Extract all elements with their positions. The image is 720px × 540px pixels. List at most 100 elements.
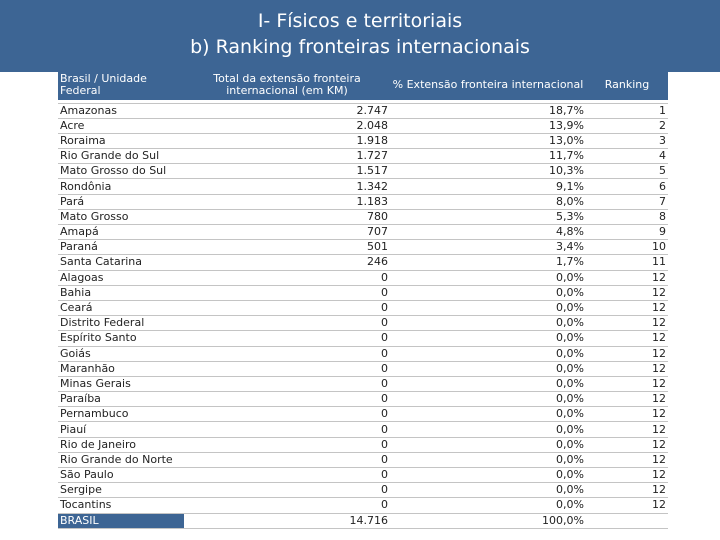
table-row: Rondônia 1.342 9,1% 6 — [58, 178, 668, 195]
cell-name: Rondônia — [58, 178, 184, 195]
table-row: Minas Gerais 0 0,0% 12 — [58, 376, 668, 393]
cell-name: Maranhão — [58, 361, 184, 377]
cell-km: 1.517 — [184, 163, 390, 180]
page-title: I- Físicos e territoriais — [257, 10, 463, 32]
cell-pct: 0,0% — [390, 330, 586, 347]
cell-name: Espírito Santo — [58, 330, 184, 347]
table-row: Alagoas 0 0,0% 12 — [58, 270, 668, 286]
cell-km: 707 — [184, 224, 390, 241]
cell-rank: 12 — [586, 452, 668, 469]
table-row: Sergipe 0 0,0% 12 — [58, 482, 668, 499]
cell-rank: 5 — [586, 163, 668, 180]
cell-rank: 12 — [586, 376, 668, 393]
cell-km: 0 — [184, 452, 390, 469]
table-row: Pará 1.183 8,0% 7 — [58, 194, 668, 210]
cell-name: Sergipe — [58, 482, 184, 499]
table-row: Espírito Santo 0 0,0% 12 — [58, 330, 668, 347]
cell-name: Amapá — [58, 224, 184, 241]
column-header-km: Total da extensão fronteira internaciona… — [184, 70, 390, 100]
cell-pct: 9,1% — [390, 178, 586, 195]
cell-km: 0 — [184, 421, 390, 438]
cell-pct: 0,0% — [390, 376, 586, 393]
cell-pct: 0,0% — [390, 285, 586, 301]
table-row: Tocantins 0 0,0% 12 — [58, 497, 668, 514]
cell-name: Alagoas — [58, 270, 184, 286]
cell-km: 1.342 — [184, 178, 390, 195]
cell-rank: 12 — [586, 391, 668, 408]
cell-rank: 12 — [586, 330, 668, 347]
table-row: Maranhão 0 0,0% 12 — [58, 361, 668, 377]
cell-km: 0 — [184, 330, 390, 347]
cell-pct: 13,0% — [390, 133, 586, 150]
cell-km: 0 — [184, 437, 390, 453]
cell-pct: 3,4% — [390, 239, 586, 256]
table-row: Bahia 0 0,0% 12 — [58, 285, 668, 301]
cell-km: 0 — [184, 346, 390, 362]
table-row: Roraima 1.918 13,0% 3 — [58, 133, 668, 150]
cell-km: 0 — [184, 376, 390, 393]
table-body: Amazonas 2.747 18,7% 1 Acre 2.048 13,9% 2 Roraim… — [58, 100, 668, 529]
cell-pct: 8,0% — [390, 194, 586, 210]
table-row: Rio Grande do Sul 1.727 11,7% 4 — [58, 148, 668, 165]
total-row: BRASIL 14.716 100,0% — [58, 513, 668, 529]
table-row: Amazonas 2.747 18,7% 1 — [58, 103, 668, 119]
cell-km: 0 — [184, 391, 390, 408]
cell-name: Piauí — [58, 421, 184, 438]
cell-rank: 4 — [586, 148, 668, 165]
cell-km: 1.918 — [184, 133, 390, 150]
cell-pct: 1,7% — [390, 254, 586, 271]
cell-pct: 0,0% — [390, 467, 586, 484]
cell-pct: 0,0% — [390, 452, 586, 469]
cell-km: 0 — [184, 482, 390, 499]
cell-pct: 0,0% — [390, 270, 586, 286]
cell-name: Santa Catarina — [58, 254, 184, 271]
cell-name: Rio de Janeiro — [58, 437, 184, 453]
cell-name: Rio Grande do Norte — [58, 452, 184, 469]
cell-rank: 1 — [586, 103, 668, 119]
cell-name: Paraná — [58, 239, 184, 256]
cell-rank: 12 — [586, 361, 668, 377]
cell-rank: 9 — [586, 224, 668, 241]
cell-km: 0 — [184, 406, 390, 423]
cell-pct: 0,0% — [390, 497, 586, 514]
column-header-rank: Ranking — [586, 70, 668, 100]
cell-name: Mato Grosso — [58, 209, 184, 226]
cell-rank: 12 — [586, 467, 668, 484]
table-row: Acre 2.048 13,9% 2 — [58, 118, 668, 134]
cell-name: Pernambuco — [58, 406, 184, 423]
cell-pct: 10,3% — [390, 163, 586, 180]
cell-name: Roraima — [58, 133, 184, 150]
cell-pct: 0,0% — [390, 482, 586, 499]
total-cell-km: 14.716 — [184, 513, 390, 529]
table-row: Amapá 707 4,8% 9 — [58, 224, 668, 241]
cell-name: Bahia — [58, 285, 184, 301]
cell-pct: 13,9% — [390, 118, 586, 134]
total-cell-pct: 100,0% — [390, 513, 586, 529]
table-row: Santa Catarina 246 1,7% 11 — [58, 254, 668, 271]
cell-km: 1.183 — [184, 194, 390, 210]
cell-name: Tocantins — [58, 497, 184, 514]
cell-rank: 12 — [586, 482, 668, 499]
cell-km: 0 — [184, 361, 390, 377]
cell-rank: 11 — [586, 254, 668, 271]
cell-pct: 0,0% — [390, 437, 586, 453]
cell-pct: 4,8% — [390, 224, 586, 241]
table-row: Goiás 0 0,0% 12 — [58, 346, 668, 362]
cell-rank: 12 — [586, 346, 668, 362]
cell-km: 0 — [184, 285, 390, 301]
cell-km: 0 — [184, 467, 390, 484]
page-subtitle: b) Ranking fronteiras internacionais — [190, 36, 530, 58]
cell-rank: 10 — [586, 239, 668, 256]
cell-rank: 7 — [586, 194, 668, 210]
column-header-name: Brasil / Unidade Federal — [58, 70, 184, 100]
cell-pct: 11,7% — [390, 148, 586, 165]
cell-rank: 12 — [586, 437, 668, 453]
cell-rank: 12 — [586, 270, 668, 286]
cell-km: 0 — [184, 315, 390, 332]
cell-name: Acre — [58, 118, 184, 134]
total-cell-rank — [586, 513, 668, 529]
cell-km: 2.048 — [184, 118, 390, 134]
cell-rank: 12 — [586, 300, 668, 317]
table-row: Rio Grande do Norte 0 0,0% 12 — [58, 452, 668, 469]
table-row: Rio de Janeiro 0 0,0% 12 — [58, 437, 668, 453]
